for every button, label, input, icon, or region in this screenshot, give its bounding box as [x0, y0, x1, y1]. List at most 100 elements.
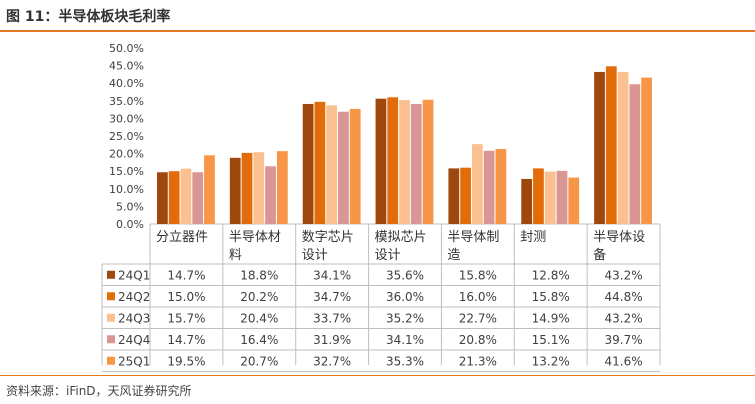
- data-label: 35.6%: [386, 268, 424, 282]
- category-label: 设计: [302, 248, 328, 263]
- y-tick-label: 35.0%: [109, 95, 144, 108]
- category-label: 料: [229, 248, 242, 263]
- data-label: 14.7%: [167, 268, 205, 282]
- legend-label-24q4: 24Q4: [118, 333, 150, 347]
- y-tick-label: 50.0%: [109, 42, 144, 55]
- data-label: 20.7%: [240, 354, 278, 368]
- y-tick-label: 15.0%: [109, 165, 144, 178]
- category-label: 数字芯片: [302, 230, 354, 245]
- bar-24q3-6: [617, 71, 629, 224]
- bar-24q1-5: [521, 178, 533, 224]
- data-label: 35.2%: [386, 311, 424, 325]
- bar-24q1-4: [448, 168, 460, 224]
- bar-24q2-5: [533, 168, 544, 224]
- bar-24q2-6: [605, 66, 617, 224]
- data-label: 15.0%: [167, 290, 205, 304]
- category-label: 备: [593, 247, 606, 263]
- bar-24q1-2: [302, 103, 314, 224]
- data-label: 22.7%: [459, 311, 497, 325]
- y-tick-label: 30.0%: [109, 112, 144, 125]
- data-label: 21.3%: [459, 354, 497, 368]
- data-label: 13.2%: [532, 354, 570, 368]
- data-label: 20.2%: [240, 290, 278, 304]
- category-label: 半导体制: [447, 230, 499, 245]
- bar-24q2-1: [241, 152, 253, 224]
- legend-label-24q1: 24Q1: [118, 268, 150, 282]
- legend-key-24q3: [107, 313, 115, 322]
- data-label: 20.4%: [240, 311, 278, 325]
- bar-25q1-1: [276, 151, 288, 224]
- bar-24q1-1: [229, 157, 241, 224]
- data-label: 35.3%: [386, 354, 424, 368]
- data-label: 36.0%: [386, 290, 424, 304]
- bar-25q1-5: [568, 177, 580, 224]
- bar-24q4-1: [265, 166, 276, 224]
- bar-25q1-6: [641, 77, 652, 225]
- data-label: 15.8%: [459, 268, 497, 282]
- data-label: 43.2%: [605, 311, 643, 325]
- bar-24q1-3: [375, 98, 387, 224]
- bar-25q1-2: [349, 108, 361, 224]
- data-label: 15.7%: [167, 311, 205, 325]
- data-label: 20.8%: [459, 333, 497, 347]
- bar-24q4-6: [629, 84, 641, 224]
- legend-key-24q1: [107, 270, 115, 279]
- bar-24q4-5: [556, 170, 568, 224]
- y-tick-label: 0.0%: [116, 218, 144, 231]
- data-label: 12.8%: [532, 268, 570, 282]
- data-label: 19.5%: [167, 354, 205, 368]
- bar-24q3-4: [471, 144, 483, 224]
- bar-25q1-3: [422, 99, 434, 224]
- data-label: 18.8%: [240, 268, 278, 282]
- data-label: 14.9%: [532, 311, 570, 325]
- bar-24q2-3: [387, 97, 399, 224]
- data-label: 15.8%: [532, 290, 570, 304]
- data-label: 34.7%: [313, 290, 351, 304]
- bar-24q3-0: [180, 168, 192, 224]
- y-tick-label: 20.0%: [109, 148, 144, 161]
- category-label: 造: [447, 248, 460, 263]
- data-label: 34.1%: [386, 333, 424, 347]
- data-label: 14.7%: [167, 333, 205, 347]
- bar-25q1-0: [204, 155, 215, 224]
- source-rule: [0, 375, 755, 376]
- y-tick-label: 45.0%: [109, 60, 144, 73]
- bar-24q3-3: [399, 100, 410, 224]
- legend-key-25q1: [107, 356, 115, 365]
- y-tick-label: 25.0%: [109, 130, 144, 143]
- category-label: 模拟芯片: [375, 230, 427, 245]
- data-label: 16.4%: [240, 333, 278, 347]
- data-label: 16.0%: [459, 290, 497, 304]
- legend-label-24q2: 24Q2: [118, 290, 150, 304]
- bar-24q2-2: [314, 101, 326, 224]
- bar-24q3-5: [544, 171, 556, 224]
- category-label: 半导体设: [593, 230, 645, 245]
- bar-24q4-0: [192, 172, 204, 224]
- category-label: 半导体材: [229, 230, 281, 245]
- data-label: 39.7%: [605, 333, 643, 347]
- bar-24q2-0: [168, 171, 180, 224]
- bar-24q3-1: [253, 152, 265, 224]
- bar-24q1-6: [594, 71, 605, 224]
- bar-24q1-0: [157, 172, 168, 224]
- legend-label-25q1: 25Q1: [118, 354, 150, 368]
- data-label: 32.7%: [313, 354, 351, 368]
- category-label: 设计: [375, 248, 401, 263]
- data-label: 44.8%: [605, 290, 643, 304]
- y-tick-label: 10.0%: [109, 183, 144, 196]
- gross-margin-chart: 0.0% 5.0% 10.0% 15.0% 20.0% 25.0% 30.0% 35.0% 40…: [101, 42, 661, 372]
- bar-24q4-3: [410, 103, 422, 224]
- title-rule: [0, 30, 755, 32]
- data-label: 33.7%: [313, 311, 351, 325]
- source-note: 资料来源：iFinD，天风证券研究所: [6, 384, 192, 398]
- data-label: 34.1%: [313, 268, 351, 282]
- data-label: 43.2%: [605, 268, 643, 282]
- y-tick-label: 5.0%: [116, 200, 144, 213]
- bar-25q1-4: [495, 149, 507, 224]
- data-label: 31.9%: [313, 333, 351, 347]
- category-label: 封测: [520, 230, 546, 245]
- category-label: 分立器件: [156, 230, 208, 245]
- bar-24q4-2: [338, 111, 349, 224]
- legend-key-24q2: [107, 292, 115, 301]
- bar-24q4-4: [483, 150, 495, 224]
